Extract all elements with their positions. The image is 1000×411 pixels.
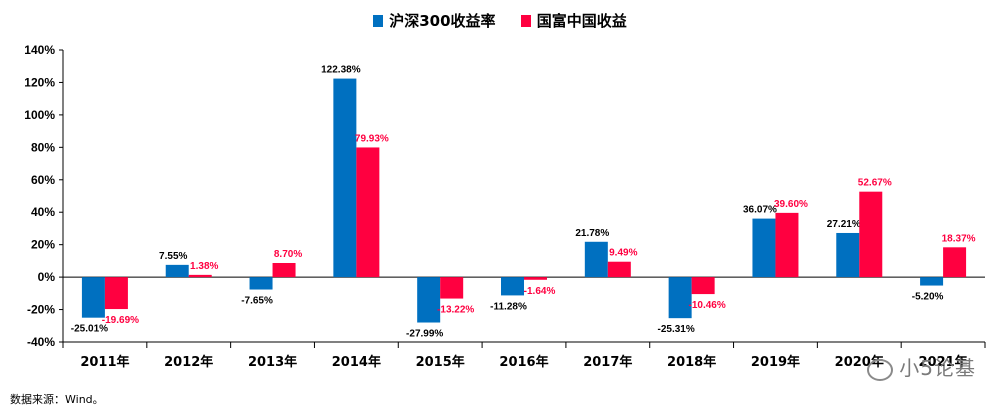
y-tick-label: 0% [38, 270, 56, 284]
bar-hs300 [417, 277, 441, 323]
data-label-hs300: -5.20% [912, 292, 944, 303]
data-label-hs300: -7.65% [241, 296, 273, 307]
data-label-hs300: 122.38% [321, 65, 361, 76]
bar-guofu [440, 277, 464, 299]
legend-swatch-hs300 [373, 14, 384, 27]
data-label-guofu: -13.22% [437, 305, 474, 316]
bar-hs300 [920, 277, 944, 286]
data-label-guofu: 39.60% [774, 199, 808, 210]
wechat-icon [867, 358, 894, 381]
y-tick-label: 140% [24, 43, 55, 57]
data-label-hs300: 27.21% [827, 219, 861, 230]
bar-guofu [524, 277, 547, 280]
y-tick-label: 80% [31, 140, 55, 154]
bar-hs300 [165, 264, 189, 278]
data-label-hs300: -27.99% [406, 329, 443, 340]
data-label-guofu: 79.93% [355, 133, 389, 144]
x-tick-label: 2019年 [751, 354, 800, 370]
data-label-hs300: 21.78% [575, 228, 609, 239]
bar-guofu [104, 277, 128, 310]
bar-guofu [188, 274, 212, 278]
data-label-hs300: -25.01% [71, 324, 108, 335]
legend-swatch-guofu [520, 14, 531, 27]
data-label-guofu: -10.46% [689, 300, 726, 311]
bar-hs300 [81, 277, 105, 318]
y-tick-label: 120% [24, 75, 55, 89]
x-tick-label: 2011年 [80, 354, 129, 370]
source-note: 数据来源：Wind。 [10, 393, 104, 406]
y-tick-label: 100% [24, 108, 55, 122]
y-tick-label: -20% [27, 303, 55, 317]
bar-guofu [272, 262, 296, 278]
bar-guofu [356, 147, 380, 278]
data-label-guofu: 9.49% [609, 248, 637, 259]
watermark-text: 小5论基 [899, 356, 976, 380]
bar-hs300 [501, 277, 524, 296]
x-tick-label: 2015年 [416, 354, 465, 370]
legend-label-guofu: 国富中国收益 [536, 12, 627, 30]
watermark: 小5论基 [867, 352, 976, 381]
legend: 沪深300收益率 国富中国收益 [0, 10, 1000, 31]
y-tick-label: 40% [31, 205, 55, 219]
bar-hs300 [249, 277, 273, 290]
data-label-guofu: 8.70% [274, 249, 302, 260]
legend-item-hs300: 沪深300收益率 [373, 10, 496, 31]
bar-guofu [943, 247, 967, 278]
bar-hs300 [752, 218, 776, 278]
y-tick-label: 20% [31, 238, 55, 252]
x-tick-label: 2017年 [583, 354, 632, 370]
bar-hs300 [836, 232, 860, 278]
legend-label-hs300: 沪深300收益率 [389, 12, 496, 30]
data-label-guofu: 1.38% [190, 261, 218, 272]
data-label-hs300: 7.55% [159, 251, 187, 262]
bar-hs300 [584, 241, 608, 278]
x-tick-label: 2012年 [164, 354, 213, 370]
x-tick-label: 2014年 [332, 354, 381, 370]
y-tick-label: 60% [31, 173, 55, 187]
bar-guofu [691, 277, 715, 295]
x-tick-label: 2018年 [667, 354, 716, 370]
bar-guofu [775, 212, 799, 278]
x-tick-label: 2021年 [918, 354, 967, 370]
data-label-guofu: -1.64% [524, 286, 556, 297]
y-tick-label: -40% [27, 335, 55, 349]
bar-hs300 [333, 78, 357, 278]
bar-hs300 [668, 277, 692, 319]
x-tick-label: 2013年 [248, 354, 297, 370]
data-label-guofu: 18.37% [942, 233, 976, 244]
data-label-guofu: -19.69% [102, 315, 139, 326]
data-label-guofu: 52.67% [858, 178, 892, 189]
data-label-hs300: -11.28% [490, 301, 527, 312]
bar-guofu [607, 261, 631, 278]
x-tick-label: 2016年 [499, 354, 548, 370]
legend-item-guofu: 国富中国收益 [520, 10, 627, 31]
data-label-hs300: -25.31% [658, 324, 695, 335]
bar-guofu [859, 191, 883, 278]
data-label-hs300: 36.07% [743, 205, 777, 216]
